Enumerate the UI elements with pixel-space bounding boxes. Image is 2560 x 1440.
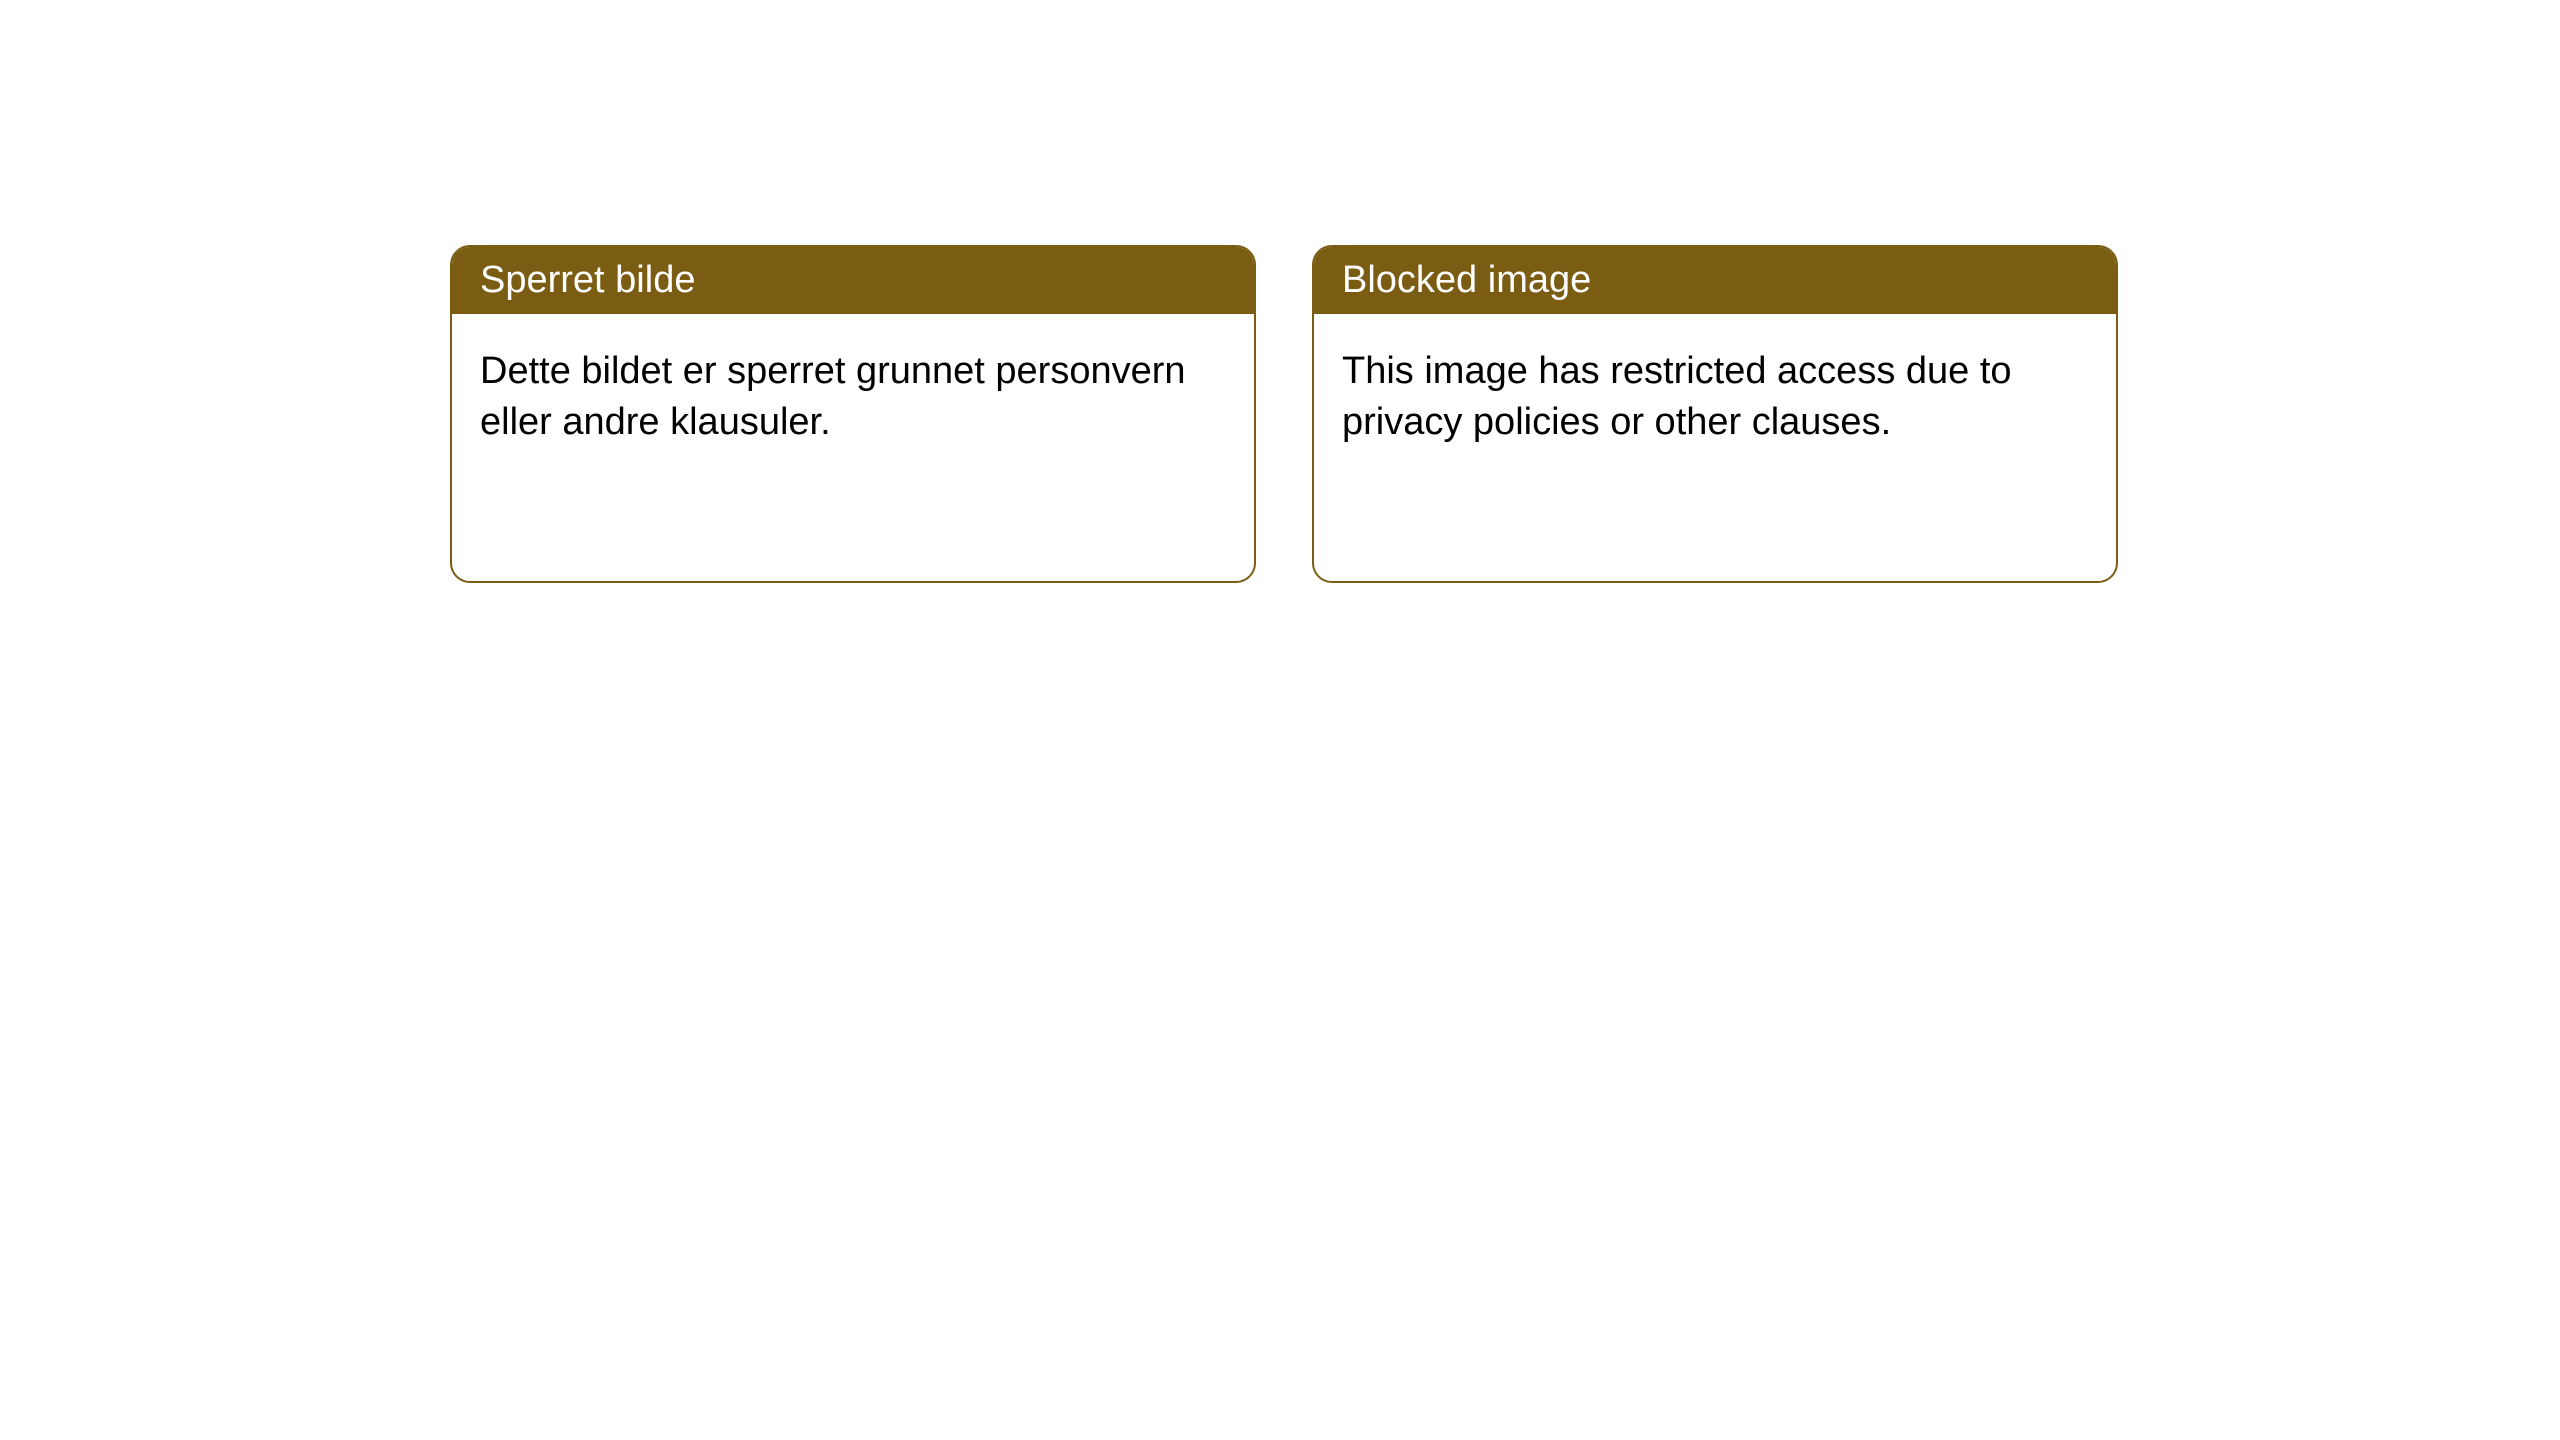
notice-header: Sperret bilde [452,247,1254,314]
notice-title: Sperret bilde [480,259,695,301]
notice-box-norwegian: Sperret bilde Dette bildet er sperret gr… [450,245,1256,583]
notice-body-text: Dette bildet er sperret grunnet personve… [480,350,1186,443]
notices-container: Sperret bilde Dette bildet er sperret gr… [0,0,2560,583]
notice-body: This image has restricted access due to … [1314,314,2116,481]
notice-header: Blocked image [1314,247,2116,314]
notice-box-english: Blocked image This image has restricted … [1312,245,2118,583]
notice-title: Blocked image [1342,259,1591,301]
notice-body: Dette bildet er sperret grunnet personve… [452,314,1254,481]
notice-body-text: This image has restricted access due to … [1342,350,2012,443]
